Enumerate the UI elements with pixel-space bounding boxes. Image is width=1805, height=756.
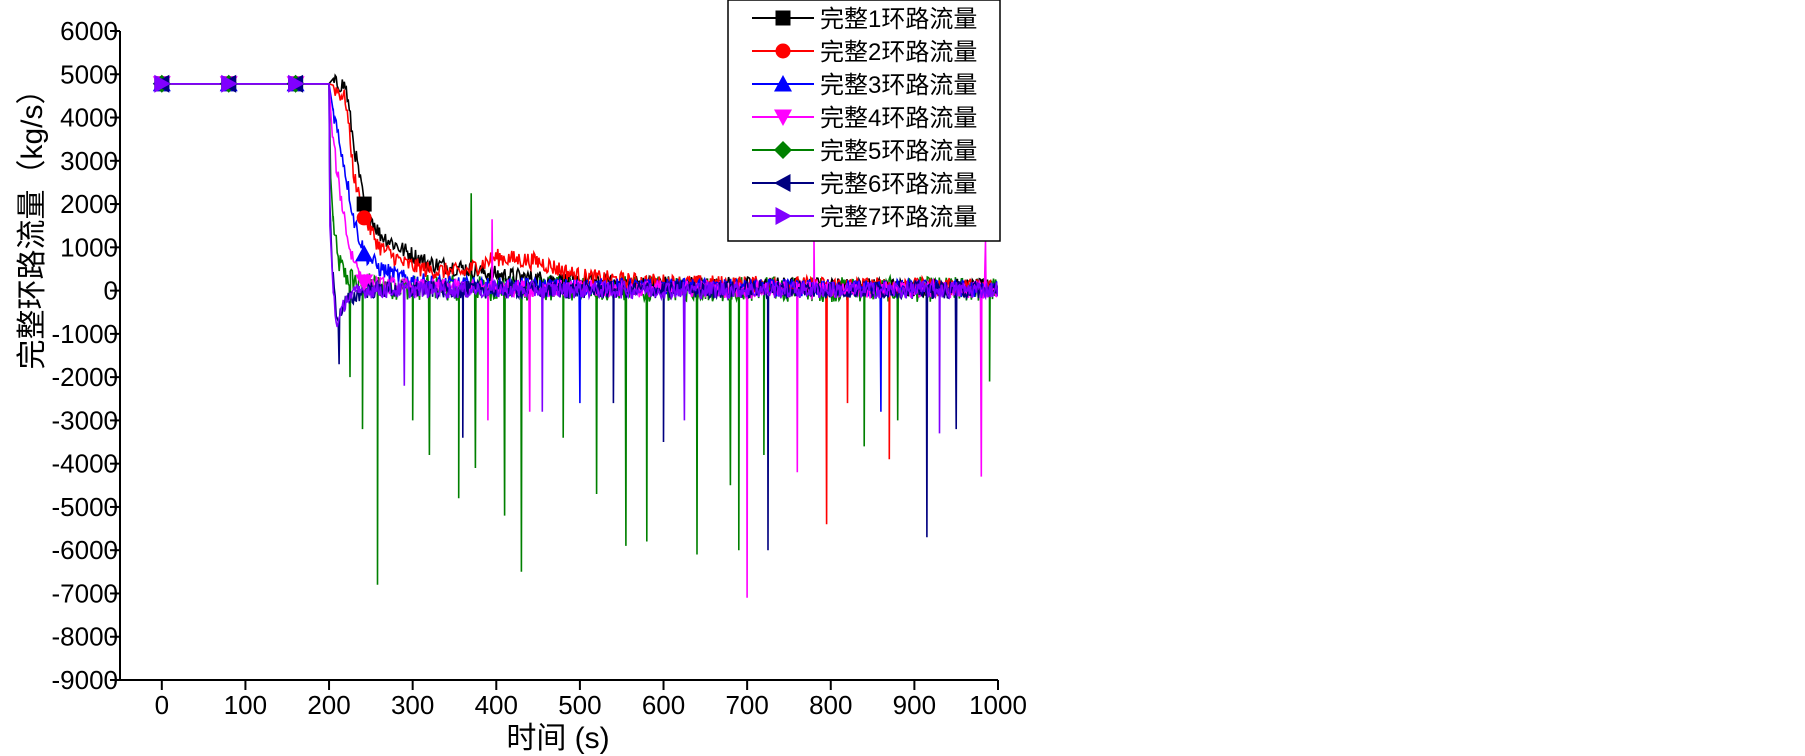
axes: 6000500040003000200010000-1000-2000-3000…	[52, 16, 1027, 720]
series-marker-7	[221, 74, 238, 93]
y-tick-label: -6000	[52, 535, 119, 565]
legend-label: 完整7环路流量	[820, 204, 977, 231]
y-axis-title: 完整环路流量（kg/s）	[16, 74, 49, 369]
y-tick-label: -7000	[52, 578, 119, 608]
legend-box	[727, 0, 1001, 242]
legend-label: 完整5环路流量	[820, 138, 977, 165]
x-tick-label: 800	[809, 690, 852, 720]
y-tick-label: -5000	[52, 492, 119, 522]
x-axis-title: 时间 (s)	[506, 722, 609, 755]
series-marker-7	[154, 74, 171, 93]
y-tick-label: -2000	[52, 362, 119, 392]
y-tick-label: 3000	[60, 146, 118, 176]
series-marker-2	[356, 210, 372, 226]
series-marker-7	[288, 74, 305, 93]
y-tick-label: -3000	[52, 405, 119, 435]
x-tick-label: 200	[307, 690, 350, 720]
legend-marker	[774, 109, 792, 126]
legend-label: 完整6环路流量	[820, 171, 977, 198]
y-tick-label: -8000	[52, 622, 119, 652]
y-tick-label: 4000	[60, 103, 118, 133]
y-tick-label: 0	[104, 276, 118, 306]
legend-label: 完整4环路流量	[820, 105, 977, 132]
x-tick-label: 500	[558, 690, 601, 720]
series-marker-1	[356, 196, 372, 212]
x-tick-label: 0	[155, 690, 169, 720]
y-tick-label: -4000	[52, 449, 119, 479]
y-tick-label: 1000	[60, 232, 118, 262]
legend-marker	[774, 141, 792, 159]
x-tick-label: 900	[893, 690, 936, 720]
legend-marker	[774, 174, 791, 192]
y-tick-label: 2000	[60, 189, 118, 219]
legend-label: 完整1环路流量	[820, 6, 977, 33]
series-line-7	[161, 83, 998, 434]
legend-marker	[775, 10, 791, 26]
x-tick-label: 700	[725, 690, 768, 720]
legend-marker	[775, 207, 792, 225]
x-tick-label: 100	[224, 690, 267, 720]
x-tick-label: 1000	[969, 690, 1027, 720]
x-tick-label: 600	[642, 690, 685, 720]
legend-marker	[774, 75, 792, 92]
series-marker-3	[355, 244, 374, 262]
y-tick-label: 5000	[60, 59, 118, 89]
marker-group	[152, 74, 374, 291]
y-tick-label: -1000	[52, 319, 119, 349]
legend-marker	[775, 43, 791, 59]
x-tick-label: 300	[391, 690, 434, 720]
legend: 完整1环路流量完整2环路流量完整3环路流量完整4环路流量完整5环路流量完整6环路…	[727, 0, 1001, 242]
x-tick-label: 400	[475, 690, 518, 720]
legend-label: 完整3环路流量	[820, 72, 977, 99]
y-tick-label: 6000	[60, 16, 118, 46]
y-tick-label: -9000	[52, 665, 119, 695]
series-marker-4	[355, 274, 374, 291]
series-group	[161, 73, 998, 598]
legend-label: 完整2环路流量	[820, 39, 977, 66]
